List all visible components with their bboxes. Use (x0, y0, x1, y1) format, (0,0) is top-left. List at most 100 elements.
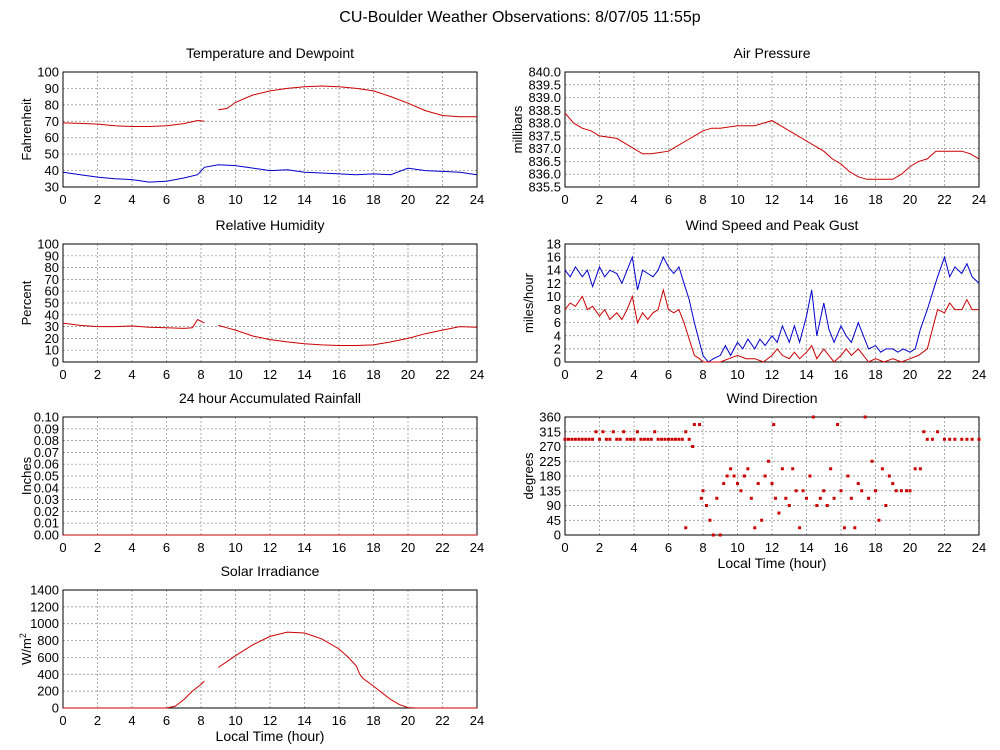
rain-y-tick-label: 0.00 (34, 528, 59, 543)
direction-y-axis-label-text: degrees (521, 452, 536, 499)
wind-series-line-0 (564, 255, 980, 363)
wind-x-tick-label: 2 (596, 367, 603, 382)
temp-y-tick-label: 30 (45, 180, 59, 195)
direction-x-tick-label: 12 (765, 540, 779, 555)
temp-x-tick-label: 2 (94, 192, 101, 207)
direction-data-point (673, 437, 677, 441)
pressure-y-tick-label: 835.5 (528, 180, 561, 195)
direction-x-tick-label: 8 (699, 540, 706, 555)
direction-data-point (880, 467, 884, 471)
direction-y-tick-label: 45 (547, 513, 561, 528)
humidity-y-axis-label-text: Percent (19, 280, 34, 325)
direction-data-point (570, 437, 574, 441)
pressure-x-tick-label: 4 (630, 192, 637, 207)
direction-data-point (822, 489, 826, 493)
direction-x-tick-label: 4 (630, 540, 637, 555)
solar-series-line-1 (218, 631, 477, 709)
pressure-x-tick-label: 10 (730, 192, 744, 207)
direction-data-point (656, 437, 660, 441)
direction-data-point (642, 437, 646, 441)
direction-data-point (918, 467, 922, 471)
direction-x-tick-label: 2 (596, 540, 603, 555)
wind-series-line-1 (564, 287, 979, 363)
direction-data-point (704, 504, 708, 507)
humidity-y-axis-label: Percent (19, 280, 34, 325)
direction-data-point (625, 437, 629, 441)
direction-y-tick-label: 180 (539, 469, 561, 484)
rain-x-tick-label: 0 (59, 540, 66, 555)
wind-y-tick-label: 12 (547, 276, 561, 291)
humidity-series-line-1 (218, 324, 478, 346)
direction-data-point (853, 526, 857, 530)
direction-data-point (729, 467, 733, 471)
pressure-x-tick-label: 2 (596, 192, 603, 207)
direction-data-point (815, 504, 819, 507)
pressure-y-tick-label: 837.0 (528, 141, 561, 156)
pressure-y-tick-label: 839.5 (528, 77, 561, 92)
direction-data-point (566, 437, 570, 441)
rain-x-tick-label: 16 (332, 540, 346, 555)
direction-data-point (680, 437, 684, 441)
page-title: CU-Boulder Weather Observations: 8/07/05… (339, 9, 700, 26)
temp-x-tick-label: 24 (470, 192, 484, 207)
pressure-y-tick-label: 838.0 (528, 116, 561, 131)
direction-data-point (632, 437, 636, 441)
direction-data-point (922, 430, 926, 434)
solar-plot-frame (62, 589, 478, 709)
rain-x-tick-label: 8 (197, 540, 204, 555)
solar-y-tick-label: 1400 (30, 583, 59, 598)
direction-data-point (856, 482, 860, 486)
wind-x-tick-label: 8 (699, 367, 706, 382)
direction-data-point (891, 482, 895, 486)
humidity-y-tick-label: 50 (45, 296, 59, 311)
temp-series-line-0 (62, 119, 205, 127)
solar-x-tick-label: 24 (470, 713, 484, 728)
direction-data-point (829, 467, 833, 471)
solar-y-axis-label-text: W/m (19, 638, 34, 665)
direction-data-point (948, 437, 952, 441)
rain-y-tick-label: 0.04 (34, 480, 59, 495)
temp-series-line-1 (218, 85, 477, 118)
wind-x-tick-label: 20 (903, 367, 917, 382)
temp-y-axis-label: Fahrenheit (19, 98, 34, 161)
direction-data-point (577, 437, 581, 441)
temp-x-tick-label: 20 (401, 192, 415, 207)
direction-data-point (722, 482, 726, 486)
solar-x-tick-label: 14 (297, 713, 311, 728)
solar-x-tick-label: 20 (401, 713, 415, 728)
pressure-x-tick-label: 22 (937, 192, 951, 207)
solar-y-axis-label: W/m2 (18, 633, 34, 665)
solar-x-axis-label: Local Time (hour) (216, 728, 325, 744)
direction-data-point (715, 496, 719, 500)
temp-series-line-2 (62, 164, 478, 183)
direction-data-point (877, 518, 881, 522)
wind-x-tick-label: 16 (834, 367, 848, 382)
humidity-plot-frame (62, 243, 478, 363)
direction-data-point (953, 437, 957, 441)
humidity-y-tick-label: 10 (45, 343, 59, 358)
direction-x-tick-label: 6 (665, 540, 672, 555)
direction-data-point (925, 437, 929, 441)
direction-data-point (801, 489, 805, 493)
direction-data-point (960, 437, 964, 441)
solar-y-tick-label: 0 (52, 701, 59, 716)
humidity-x-tick-label: 12 (263, 367, 277, 382)
solar-x-tick-label: 22 (435, 713, 449, 728)
direction-data-point (894, 489, 898, 493)
humidity-x-tick-label: 22 (435, 367, 449, 382)
temp-y-tick-label: 100 (37, 65, 59, 80)
wind-y-tick-label: 4 (554, 328, 561, 343)
humidity-x-tick-label: 20 (401, 367, 415, 382)
direction-data-point (763, 474, 767, 478)
wind-x-tick-label: 18 (868, 367, 882, 382)
direction-y-tick-label: 315 (539, 424, 561, 439)
direction-data-point (639, 437, 643, 441)
temp-y-axis-label-text: Fahrenheit (19, 98, 34, 161)
direction-data-point (677, 437, 681, 441)
rain-y-tick-label: 0.09 (34, 421, 59, 436)
temp-title: Temperature and Dewpoint (186, 45, 354, 61)
direction-data-point (863, 415, 867, 419)
direction-data-point (839, 489, 843, 493)
pressure-series-line-0 (564, 112, 980, 180)
